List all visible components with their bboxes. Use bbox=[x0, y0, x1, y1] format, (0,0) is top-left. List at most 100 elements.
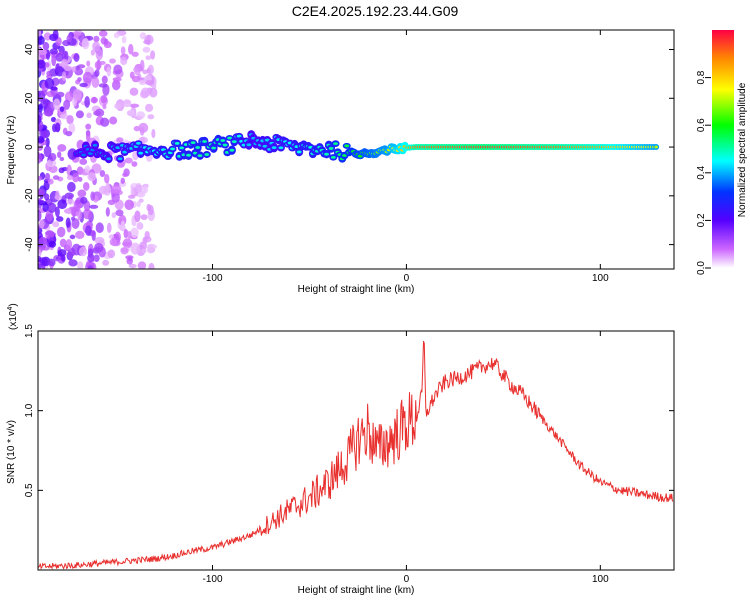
y-tick-label: 1.5 bbox=[24, 324, 35, 338]
spectrogram-y-label: Frequency (Hz) bbox=[6, 116, 17, 185]
heatmap-speckle bbox=[128, 43, 134, 55]
heatmap-ridge-core bbox=[106, 157, 112, 161]
heatmap-speckle bbox=[53, 98, 61, 111]
heatmap-speckle bbox=[98, 185, 108, 195]
heatmap-speckle bbox=[86, 112, 92, 119]
heatmap-speckle bbox=[72, 88, 82, 101]
heatmap-speckle bbox=[44, 193, 50, 201]
y-tick-label: -40 bbox=[24, 237, 35, 252]
heatmap-ridge-core bbox=[227, 136, 233, 140]
heatmap-speckle bbox=[68, 122, 76, 134]
snr-y-ticks: 0.5 1.0 1.5 bbox=[24, 324, 674, 497]
heatmap-speckle bbox=[145, 79, 155, 86]
heatmap-speckle bbox=[43, 145, 52, 158]
heatmap-speckle bbox=[120, 46, 126, 55]
heatmap-speckle bbox=[51, 54, 57, 67]
heatmap-speckle bbox=[38, 209, 42, 222]
heatmap-speckle bbox=[85, 123, 92, 130]
heatmap-speckle bbox=[94, 60, 102, 70]
heatmap-ridge-core bbox=[324, 152, 329, 156]
heatmap-speckle bbox=[122, 100, 132, 108]
heatmap-speckle bbox=[136, 200, 141, 208]
heatmap-speckle bbox=[68, 259, 78, 267]
heatmap-speckle bbox=[66, 114, 74, 125]
heatmap-ridge-core bbox=[328, 147, 334, 150]
heatmap-speckle bbox=[120, 247, 129, 255]
y-tick-label: -20 bbox=[24, 188, 35, 203]
heatmap-speckle bbox=[116, 137, 124, 143]
heatmap-speckle bbox=[84, 225, 92, 236]
heatmap-ridge-core bbox=[271, 146, 277, 150]
heatmap-speckle bbox=[77, 261, 84, 269]
heatmap-ridge-core bbox=[195, 146, 201, 149]
heatmap-ridge-core bbox=[122, 150, 128, 154]
heatmap-speckle bbox=[38, 137, 45, 143]
heatmap-speckle bbox=[111, 192, 120, 203]
heatmap-speckle bbox=[137, 261, 147, 269]
heatmap-speckle bbox=[77, 189, 87, 198]
heatmap-speckle bbox=[140, 87, 151, 98]
heatmap-speckle bbox=[59, 106, 65, 112]
heatmap-ridge-core bbox=[92, 143, 98, 147]
heatmap-ridge-core bbox=[220, 139, 226, 142]
colorbar-gradient bbox=[712, 30, 734, 268]
heatmap-speckle bbox=[89, 204, 99, 209]
heatmap-speckle bbox=[71, 216, 76, 221]
heatmap-speckle bbox=[113, 64, 123, 75]
heatmap-ridge-core bbox=[264, 138, 270, 142]
heatmap-speckle bbox=[38, 59, 46, 69]
spectrogram-panel: -100 0 100 -40 -20 0 20 40 Height of straight … bbox=[6, 29, 675, 295]
heatmap-speckle bbox=[98, 30, 108, 37]
heatmap-speckle bbox=[150, 50, 156, 60]
heatmap-speckle bbox=[111, 212, 117, 219]
heatmap-speckle bbox=[134, 210, 141, 223]
heatmap-speckle bbox=[124, 199, 134, 211]
heatmap-speckle bbox=[44, 78, 55, 89]
heatmap-speckle bbox=[65, 217, 71, 228]
heatmap-speckle bbox=[79, 158, 88, 165]
heatmap-ridge-core bbox=[333, 142, 338, 146]
heatmap-speckle bbox=[38, 103, 44, 113]
colorbar-ticks: 0.0 0.2 0.4 0.6 0.8 bbox=[696, 70, 711, 275]
heatmap-speckle bbox=[82, 208, 93, 220]
spectrogram-frame bbox=[37, 29, 675, 270]
heatmap-speckle bbox=[84, 96, 90, 108]
heatmap-ridge-core bbox=[231, 140, 237, 144]
heatmap-speckle bbox=[139, 59, 145, 72]
heatmap-speckle bbox=[143, 184, 149, 194]
heatmap-speckle bbox=[99, 169, 106, 178]
x-tick-label: 100 bbox=[592, 273, 609, 284]
heatmap-speckle bbox=[48, 153, 57, 162]
heatmap-speckle bbox=[130, 227, 139, 238]
heatmap-speckle bbox=[146, 203, 151, 212]
heatmap-speckle bbox=[52, 221, 60, 228]
heatmap-ridge-core bbox=[174, 141, 180, 145]
heatmap-speckle bbox=[45, 137, 50, 148]
heatmap-speckle bbox=[71, 243, 82, 256]
heatmap-speckle bbox=[60, 254, 66, 262]
heatmap-speckle bbox=[126, 109, 136, 117]
heatmap-speckle bbox=[106, 66, 112, 77]
heatmap-speckle bbox=[144, 230, 150, 240]
heatmap-speckle bbox=[121, 35, 127, 44]
heatmap-ridge-core bbox=[236, 134, 242, 138]
heatmap-speckle bbox=[57, 199, 68, 210]
heatmap-speckle bbox=[54, 122, 61, 133]
heatmap-speckle bbox=[102, 104, 107, 110]
heatmap-speckle bbox=[50, 116, 57, 123]
heatmap-speckle bbox=[138, 198, 144, 203]
spectrogram-y-ticks: -40 -20 0 20 40 bbox=[24, 44, 674, 252]
heatmap-speckle bbox=[56, 151, 62, 159]
heatmap-speckle bbox=[109, 58, 116, 64]
colorbar-tick-label: 0.8 bbox=[696, 70, 707, 84]
heatmap-speckle bbox=[106, 222, 112, 234]
heatmap-speckle bbox=[93, 254, 100, 262]
heatmap-speckle bbox=[38, 199, 45, 204]
heatmap-speckle bbox=[94, 242, 104, 253]
heatmap-speckle bbox=[136, 111, 146, 120]
heatmap-speckle bbox=[113, 32, 120, 39]
heatmap-speckle bbox=[75, 230, 85, 239]
heatmap-ridge-core bbox=[342, 154, 347, 157]
heatmap-speckle bbox=[38, 263, 42, 269]
heatmap-speckle bbox=[65, 238, 73, 251]
